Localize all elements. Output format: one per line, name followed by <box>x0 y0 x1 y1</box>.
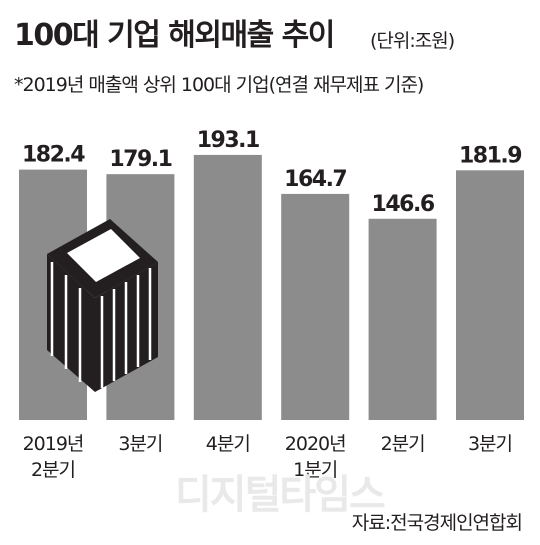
value-labels-group: 182.4 179.1 193.1 164.7 146.6 181.9 <box>22 128 523 217</box>
bar <box>281 193 350 420</box>
category-label: 3분기 <box>118 433 162 455</box>
bar <box>456 170 524 420</box>
building-roof-opening <box>67 229 140 282</box>
category-labels-group: 2019년 2분기 3분기 4분기 2020년 1분기 2분기 3분기 <box>23 433 513 481</box>
category-label: 2분기 <box>381 433 425 455</box>
chart-subtitle: *2019년 매출액 상위 100대 기업(연결 재무제표 기준) <box>14 74 424 96</box>
category-label: 2020년 <box>285 433 346 455</box>
category-label: 2분기 <box>31 459 75 481</box>
building-icon <box>47 219 158 392</box>
source-note: 자료:전국경제인연합회 <box>351 512 523 534</box>
bar-value-label: 193.1 <box>197 128 259 153</box>
watermark: 디지털타임스 <box>175 472 386 518</box>
bar-value-label: 182.4 <box>22 143 85 168</box>
chart-header: 100대 기업 해외매출 추이 (단위:조원) *2019년 매출액 상위 10… <box>0 0 540 110</box>
category-label: 3분기 <box>468 433 512 455</box>
category-label: 2019년 <box>23 433 84 455</box>
chart-title: 100대 기업 해외매출 추이 <box>14 18 335 53</box>
bar <box>368 218 437 420</box>
bar-value-label: 179.1 <box>109 147 171 172</box>
unit-label: (단위:조원) <box>370 30 455 52</box>
category-label: 1분기 <box>293 459 337 481</box>
building-left-face <box>47 254 95 392</box>
bar <box>193 154 262 420</box>
bar-value-label: 181.9 <box>459 143 521 168</box>
bar-value-label: 164.7 <box>284 167 346 192</box>
bar-value-label: 146.6 <box>372 192 435 217</box>
category-label: 4분기 <box>206 433 250 455</box>
